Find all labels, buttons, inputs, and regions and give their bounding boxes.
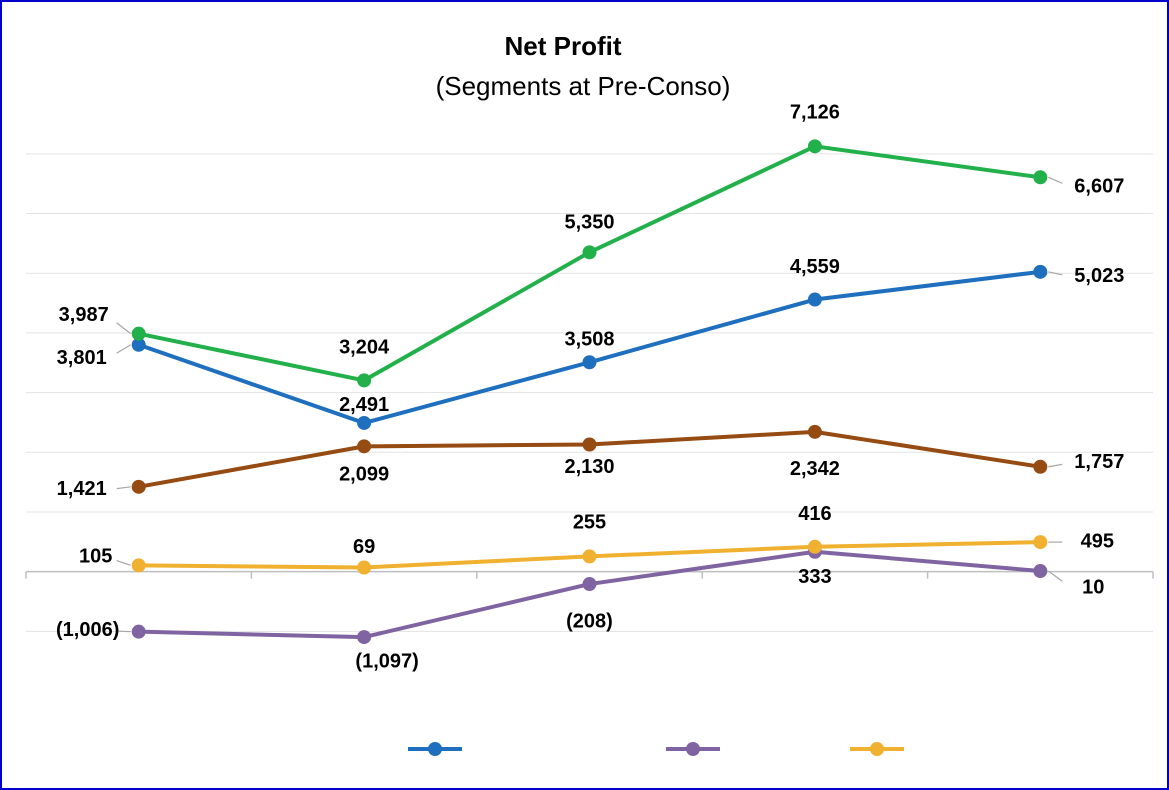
data-label: 6,607 [1074, 176, 1124, 198]
data-point [1033, 535, 1048, 550]
leader-line [1048, 271, 1063, 276]
data-point [807, 139, 822, 154]
data-point [807, 424, 822, 439]
leader-line [116, 322, 132, 335]
data-label: (1,006) [56, 619, 119, 641]
chart-subtitle: (Segments at Pre-Conso) [436, 71, 731, 101]
leader-line [1048, 463, 1063, 468]
data-point [1033, 264, 1048, 279]
leader-line [116, 344, 132, 354]
data-point [131, 624, 146, 639]
legend-marker [870, 742, 884, 756]
data-point [1033, 459, 1048, 474]
data-label: 3,508 [564, 329, 614, 351]
data-label: 2,130 [564, 456, 614, 478]
data-label: 1,757 [1074, 451, 1124, 473]
chart-title: Net Profit [505, 31, 622, 61]
legend-marker [428, 742, 442, 756]
data-point [131, 337, 146, 352]
data-label: 10 [1082, 576, 1104, 598]
data-label: 1,421 [57, 478, 107, 500]
data-point [131, 479, 146, 494]
data-label: 495 [1081, 530, 1114, 552]
data-point [582, 245, 597, 260]
data-label: 5,023 [1074, 265, 1124, 287]
data-point [357, 560, 372, 575]
legend-marker [686, 742, 700, 756]
data-point [357, 439, 372, 454]
data-point [1033, 564, 1048, 579]
leader-line [116, 630, 131, 633]
data-point [357, 630, 372, 645]
data-label: 2,491 [339, 394, 389, 416]
data-point [582, 437, 597, 452]
leader-line [116, 486, 131, 490]
data-label: 416 [798, 503, 831, 525]
data-label: 3,204 [339, 337, 390, 359]
data-point [131, 558, 146, 573]
data-point [807, 539, 822, 554]
data-label: (1,097) [355, 650, 418, 672]
leader-line [1048, 176, 1063, 184]
data-label: 333 [798, 566, 831, 588]
data-label: 3,801 [57, 347, 107, 369]
data-label: 2,099 [339, 464, 389, 486]
data-point [131, 326, 146, 341]
data-label: 5,350 [564, 212, 614, 234]
data-label: 105 [79, 546, 112, 568]
leader-line [116, 559, 131, 566]
data-label: 69 [353, 536, 375, 558]
data-label: (208) [566, 610, 613, 632]
data-point [582, 355, 597, 370]
data-label: 3,987 [59, 304, 109, 326]
data-label: 4,559 [790, 256, 840, 278]
data-label: 7,126 [790, 102, 840, 124]
data-label: 255 [573, 512, 606, 534]
data-point [1033, 170, 1048, 185]
data-point [357, 415, 372, 430]
leader-line [1047, 570, 1063, 582]
data-point [582, 577, 597, 592]
data-point [582, 549, 597, 564]
data-point [807, 292, 822, 307]
data-point [357, 373, 372, 388]
data-label: 2,342 [790, 458, 840, 480]
